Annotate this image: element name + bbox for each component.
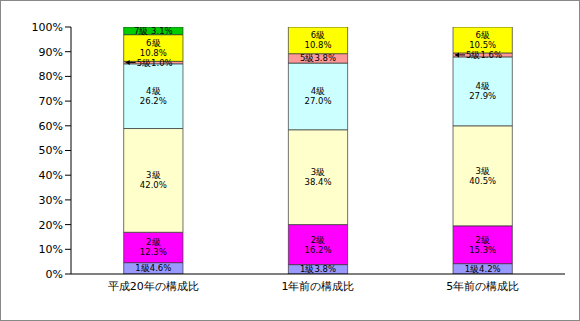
svg-text:70%: 70% xyxy=(39,95,63,108)
svg-text:0%: 0% xyxy=(46,268,63,281)
svg-text:5級3.8%: 5級3.8% xyxy=(300,53,336,63)
svg-text:3級42.0%: 3級42.0% xyxy=(140,170,167,190)
svg-text:100%: 100% xyxy=(32,21,63,34)
svg-text:3級40.5%: 3級40.5% xyxy=(469,166,496,186)
svg-text:10%: 10% xyxy=(39,243,63,256)
svg-text:2級12.3%: 2級12.3% xyxy=(140,237,167,257)
svg-text:6級10.8%: 6級10.8% xyxy=(140,38,167,58)
svg-text:5級1.0%: 5級1.0% xyxy=(137,58,173,68)
svg-text:20%: 20% xyxy=(39,219,63,232)
svg-text:4級26.2%: 4級26.2% xyxy=(140,86,167,106)
svg-text:1級3.8%: 1級3.8% xyxy=(300,264,336,274)
svg-text:5級1.6%: 5級1.6% xyxy=(466,50,502,60)
svg-text:5年前の構成比: 5年前の構成比 xyxy=(446,280,519,293)
svg-text:2級15.3%: 2級15.3% xyxy=(469,235,496,255)
svg-text:30%: 30% xyxy=(39,194,63,207)
svg-text:6級10.8%: 6級10.8% xyxy=(304,30,331,50)
svg-text:平成20年の構成比: 平成20年の構成比 xyxy=(108,280,199,293)
svg-text:4級27.9%: 4級27.9% xyxy=(469,81,496,101)
svg-text:3級38.4%: 3級38.4% xyxy=(304,167,331,187)
svg-text:60%: 60% xyxy=(39,120,63,133)
svg-text:50%: 50% xyxy=(39,144,63,157)
svg-text:40%: 40% xyxy=(39,169,63,182)
svg-text:1級4.6%: 1級4.6% xyxy=(135,263,171,273)
svg-text:2級16.2%: 2級16.2% xyxy=(304,235,331,255)
svg-text:6級10.5%: 6級10.5% xyxy=(469,30,496,50)
svg-text:4級27.0%: 4級27.0% xyxy=(304,86,331,106)
svg-text:7級 3.1%: 7級 3.1% xyxy=(134,26,173,36)
svg-text:80%: 80% xyxy=(39,70,63,83)
svg-text:90%: 90% xyxy=(39,46,63,59)
svg-text:1級4.2%: 1級4.2% xyxy=(465,264,501,274)
svg-text:1年前の構成比: 1年前の構成比 xyxy=(282,280,355,293)
